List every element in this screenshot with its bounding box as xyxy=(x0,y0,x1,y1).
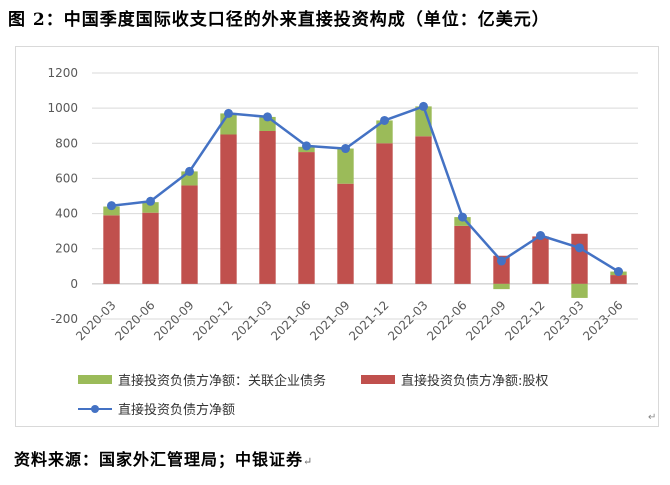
legend-label-total: 直接投资负债方净额 xyxy=(118,403,236,418)
legend-swatch-equity xyxy=(361,375,395,384)
bar-equity xyxy=(571,233,588,284)
bar-equity xyxy=(376,143,393,284)
bar-affiliate-debt xyxy=(493,283,510,290)
x-tick-label: 2022-12 xyxy=(502,298,547,343)
line-point-total xyxy=(458,212,467,222)
y-tick-label: 1200 xyxy=(47,66,78,80)
legend-item-total: 直接投资负债方净额 xyxy=(78,399,235,418)
source-note: 资料来源：国家外汇管理局；中银证券↵ xyxy=(14,450,314,469)
x-tick-label: 2023-03 xyxy=(541,298,586,343)
x-tick-label: 2022-06 xyxy=(424,298,469,343)
x-tick-label: 2023-06 xyxy=(580,298,625,343)
line-point-total xyxy=(614,267,623,277)
paragraph-mark-icon: ↵ xyxy=(303,455,314,468)
bar-equity xyxy=(103,215,120,284)
legend-swatch-total xyxy=(78,404,112,414)
bar-equity xyxy=(181,185,198,284)
y-tick-label: 800 xyxy=(55,136,78,150)
bar-equity xyxy=(142,212,159,284)
bar-equity xyxy=(337,183,354,284)
bar-affiliate-debt xyxy=(103,206,120,216)
legend-label-equity: 直接投资负债方净额:股权 xyxy=(401,374,549,389)
x-tick-label: 2021-09 xyxy=(307,298,352,343)
line-point-total xyxy=(536,231,545,241)
grid-lines xyxy=(92,72,638,320)
y-tick-label: 200 xyxy=(55,242,78,256)
y-axis: -200 0 200 400 600 800 1000 1200 xyxy=(47,66,78,326)
legend-label-affiliate-debt: 直接投资负债方净额：关联企业债务 xyxy=(118,374,327,389)
bar-affiliate-debt xyxy=(337,148,354,184)
line-point-total xyxy=(107,201,116,211)
bar-affiliate-debt xyxy=(142,202,159,213)
bar-series xyxy=(103,106,627,298)
bar-equity xyxy=(298,152,315,284)
y-tick-label: 400 xyxy=(55,207,78,221)
x-tick-label: 2020-09 xyxy=(151,298,196,343)
chart-frame: -200 0 200 400 600 800 1000 1200 2020-03 2020-06… xyxy=(15,46,659,427)
bar-equity xyxy=(610,275,627,284)
x-axis: 2020-032020-062020-092020-122021-032021-… xyxy=(73,298,625,343)
y-tick-label: 1000 xyxy=(47,101,78,115)
line-point-total xyxy=(185,166,194,176)
y-tick-label: -200 xyxy=(51,312,78,326)
x-tick-label: 2020-03 xyxy=(73,298,118,343)
bar-equity xyxy=(259,130,276,284)
y-tick-label: 0 xyxy=(70,277,78,291)
bar-affiliate-debt xyxy=(571,283,588,298)
x-tick-label: 2022-09 xyxy=(463,298,508,343)
line-point-total xyxy=(575,243,584,253)
y-tick-label: 600 xyxy=(55,171,78,185)
line-point-total xyxy=(419,101,428,111)
legend-item-affiliate-debt: 直接投资负债方净额：关联企业债务 xyxy=(78,370,326,389)
line-point-total xyxy=(341,144,350,154)
x-tick-label: 2020-12 xyxy=(190,298,235,343)
line-point-total xyxy=(146,196,155,206)
bar-equity xyxy=(220,134,237,284)
x-tick-label: 2021-06 xyxy=(268,298,313,343)
line-series xyxy=(107,101,623,277)
legend-swatch-affiliate-debt xyxy=(78,375,112,384)
bar-affiliate-debt xyxy=(376,120,393,144)
figure-title: 图 2：中国季度国际收支口径的外来直接投资构成（单位：亿美元） xyxy=(8,10,550,30)
legend-item-equity: 直接投资负债方净额:股权 xyxy=(361,370,548,389)
line-total xyxy=(111,105,620,273)
bar-equity xyxy=(532,236,549,284)
x-tick-label: 2021-03 xyxy=(229,298,274,343)
x-tick-label: 2022-03 xyxy=(385,298,430,343)
paragraph-mark-icon: ↵ xyxy=(648,412,657,423)
chart-svg: -200 0 200 400 600 800 1000 1200 2020-032020-06… xyxy=(47,66,638,343)
line-point-total xyxy=(497,256,506,266)
bar-affiliate-debt xyxy=(415,106,432,137)
bar-equity xyxy=(415,136,432,284)
bar-equity xyxy=(454,225,471,284)
x-tick-label: 2021-12 xyxy=(346,298,391,343)
x-tick-label: 2020-06 xyxy=(112,298,157,343)
line-point-total xyxy=(302,141,311,151)
line-point-total xyxy=(263,112,272,122)
line-point-total xyxy=(224,108,233,118)
line-point-total xyxy=(380,115,389,125)
